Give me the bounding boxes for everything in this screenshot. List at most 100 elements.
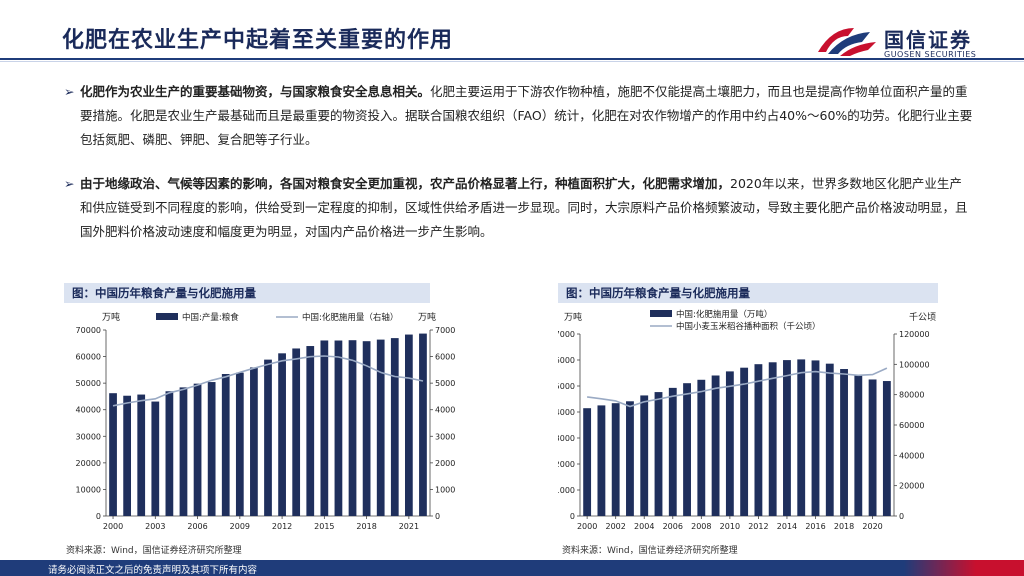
bullet-arrow-icon: ➢: [64, 176, 75, 191]
y-right-tick-label: 1000: [435, 485, 455, 494]
y-left-tick-label: 5000: [558, 382, 575, 391]
bar: [797, 359, 806, 516]
x-tick-label: 2012: [748, 522, 768, 531]
legend-label-bar: 中国:化肥施用量（万吨）: [676, 309, 772, 320]
bar: [376, 339, 385, 516]
y-left-unit: 万吨: [102, 311, 120, 323]
bar: [207, 382, 216, 516]
bar: [668, 387, 677, 516]
title-divider-thin: [0, 61, 1024, 62]
series-line: [112, 355, 424, 407]
footer-stripe: [904, 560, 1024, 576]
x-tick-label: 2020: [862, 522, 882, 531]
bar: [179, 387, 188, 516]
bar: [840, 369, 848, 516]
page-title: 化肥在农业生产中起着至关重要的作用: [62, 28, 454, 53]
y-left-tick-label: 1000: [558, 486, 575, 495]
bar: [362, 341, 371, 516]
footer-disclaimer: 请务必阅读正文之后的免责声明及其项下所有内容: [48, 565, 258, 576]
bullet-arrow-icon: ➢: [64, 84, 75, 99]
x-tick-label: 2010: [720, 522, 740, 531]
y-left-tick-label: 0: [570, 512, 575, 521]
y-left-tick-label: 30000: [76, 432, 101, 441]
chart-grain-vs-fertilizer: 万吨 万吨010000200003000040000500006000070000…: [76, 311, 456, 531]
bar: [583, 408, 592, 516]
y-right-tick-label: 2000: [435, 459, 455, 468]
bar: [783, 360, 791, 516]
bar: [137, 394, 146, 516]
bar: [320, 340, 329, 516]
bar: [640, 395, 649, 516]
bar: [868, 379, 877, 516]
legend-label-bar: 中国:产量:粮食: [182, 312, 239, 323]
bar: [811, 360, 820, 516]
x-tick-label: 2000: [103, 522, 123, 531]
y-left-tick-label: 60000: [76, 353, 101, 362]
x-tick-label: 2014: [777, 522, 797, 531]
x-tick-label: 2015: [314, 522, 334, 531]
x-tick-label: 2006: [187, 522, 207, 531]
y-right-unit: 万吨: [418, 311, 436, 323]
paragraph-1: ➢ 化肥作为农业生产的重要基础物资，与国家粮食安全息息相关。化肥主要运用于下游农…: [64, 80, 974, 152]
bar: [626, 401, 634, 516]
x-tick-label: 2018: [356, 522, 376, 531]
bar: [683, 383, 691, 516]
bar: [235, 372, 244, 516]
bar: [404, 334, 413, 516]
y-left-unit: 万吨: [564, 311, 582, 323]
bar: [854, 375, 863, 516]
bar: [193, 383, 202, 516]
bar: [123, 395, 132, 516]
y-left-tick-label: 3000: [558, 434, 575, 443]
x-tick-label: 2002: [606, 522, 626, 531]
guosen-logo-icon: [818, 28, 876, 56]
bar: [390, 338, 399, 516]
y-right-tick-label: 20000: [899, 482, 924, 491]
y-right-tick-label: 4000: [435, 406, 455, 415]
chart-2-source: 资料来源：Wind，国信证券经济研究所整理: [562, 546, 738, 556]
bar: [711, 375, 720, 516]
bar: [697, 379, 706, 516]
y-left-tick-label: 2000: [558, 460, 575, 469]
paragraph-2-lead: 由于地缘政治、气候等因素的影响，各国对粮食安全更加重视，农产品价格显著上行，种植…: [80, 176, 731, 191]
y-left-tick-label: 4000: [558, 408, 575, 417]
bar: [654, 392, 663, 516]
x-tick-label: 2000: [577, 522, 597, 531]
bar: [754, 364, 763, 516]
bar: [264, 359, 272, 516]
legend-swatch-bar: [650, 310, 672, 317]
bar: [151, 401, 160, 516]
bar: [250, 367, 258, 516]
bar: [109, 393, 117, 516]
bar: [419, 333, 427, 516]
bar: [725, 371, 734, 516]
y-left-tick-label: 10000: [76, 485, 101, 494]
paragraph-1-lead: 化肥作为农业生产的重要基础物资，与国家粮食安全息息相关。: [80, 84, 431, 99]
paragraph-2: ➢ 由于地缘政治、气候等因素的影响，各国对粮食安全更加重视，农产品价格显著上行，…: [64, 172, 974, 244]
x-tick-label: 2018: [834, 522, 854, 531]
x-tick-label: 2016: [805, 522, 825, 531]
y-right-tick-label: 60000: [899, 421, 924, 430]
chart-2-title: 图：中国历年粮食产量与化肥施用量: [558, 283, 938, 303]
chart-1-source: 资料来源：Wind，国信证券经济研究所整理: [66, 546, 242, 556]
y-right-tick-label: 0: [899, 512, 904, 521]
bar: [306, 346, 315, 516]
y-right-tick-label: 5000: [435, 379, 455, 388]
legend-label-line: 中国:化肥施用量（右轴）: [302, 312, 398, 323]
x-tick-label: 2009: [230, 522, 250, 531]
legend-label-line: 中国小麦玉米稻谷播种面积（千公顷）: [676, 321, 821, 332]
paragraph-1-body: 化肥主要运用于下游农作物种植，施肥不仅能提高土壤肥力，而且也是提高作物单位面积产…: [80, 84, 973, 147]
footer-bar: 请务必阅读正文之后的免责声明及其项下所有内容: [0, 560, 1024, 576]
x-tick-label: 2006: [663, 522, 683, 531]
x-tick-label: 2004: [634, 522, 654, 531]
title-divider: [0, 58, 1024, 60]
y-right-tick-label: 7000: [435, 326, 455, 335]
bar: [278, 353, 286, 516]
brand-name-cn: 国信证券: [884, 28, 972, 52]
y-left-tick-label: 0: [96, 512, 101, 521]
y-right-tick-label: 0: [435, 512, 440, 521]
bar: [221, 374, 230, 516]
paragraph-2-body: 2020年以来，世界多数地区化肥产业生产和供应链受到不同程度的影响，供给受到一定…: [80, 176, 968, 239]
bar: [348, 340, 357, 516]
y-right-tick-label: 120000: [899, 330, 930, 339]
